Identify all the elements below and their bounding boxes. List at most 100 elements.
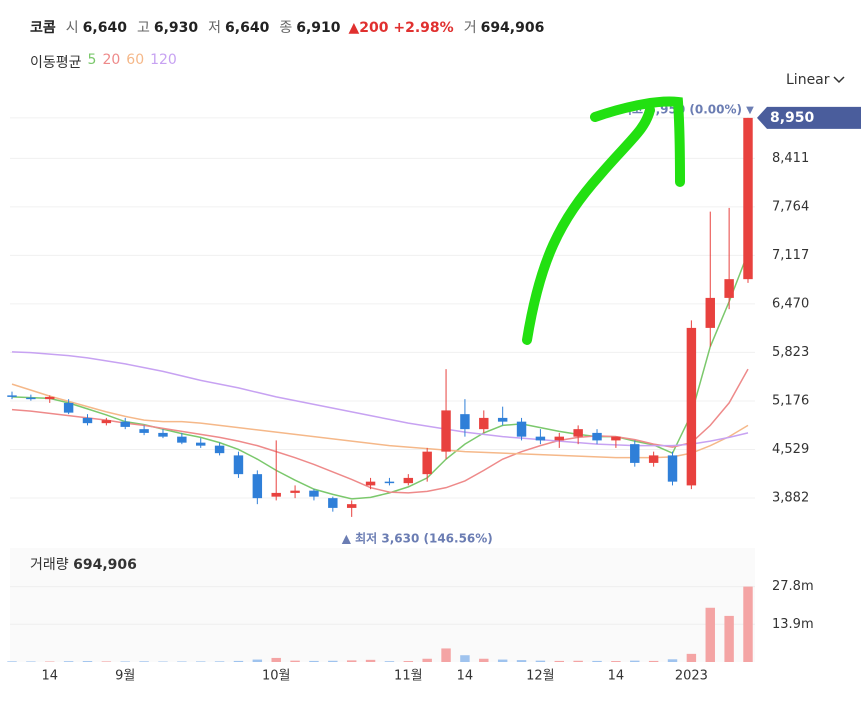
candle-body	[384, 481, 395, 484]
candle-body	[554, 436, 564, 441]
candle-body	[460, 414, 470, 430]
candle-body	[328, 498, 338, 508]
candle-body	[158, 432, 168, 437]
candle-body	[592, 432, 602, 441]
candle-body	[290, 490, 300, 493]
volume-bar	[535, 660, 546, 662]
volume-bar	[26, 661, 36, 662]
field-value: 6,910	[296, 20, 341, 36]
volume-bar	[384, 661, 395, 662]
volume-bar	[101, 661, 112, 662]
y-tick-label: 5,176	[772, 393, 809, 408]
volume-bar	[479, 658, 489, 662]
x-tick-label: 9월	[115, 669, 135, 684]
legend-title: 이동평균	[30, 55, 82, 71]
y-tick-label: 5,823	[772, 345, 809, 360]
candle-body	[724, 279, 734, 298]
volume-bar	[460, 655, 470, 662]
y-tick-label: 6,470	[772, 296, 809, 311]
candle-body	[611, 436, 621, 441]
volume-bar	[441, 648, 451, 662]
volume-bar	[290, 660, 300, 662]
legend-entry[interactable]: 5	[87, 52, 97, 68]
candle-body	[403, 477, 414, 484]
volume-bar	[554, 660, 564, 662]
candle-body	[271, 492, 281, 497]
candle-body	[479, 417, 489, 430]
volume-bar	[196, 661, 206, 662]
volume-bar	[422, 658, 432, 662]
volume-bar	[63, 661, 74, 662]
volume-bar	[309, 660, 319, 662]
volume-bar	[686, 653, 697, 662]
volume-bar	[214, 661, 225, 662]
field-value: 6,930	[153, 20, 199, 36]
ma-line	[11, 351, 749, 447]
candle-body	[120, 421, 130, 427]
candle-body	[252, 474, 263, 499]
legend-entry[interactable]: 60	[126, 52, 145, 68]
volume-bar	[252, 659, 263, 662]
field-value: 6,640	[82, 20, 127, 36]
arrow-stroke	[522, 105, 655, 345]
volume-bar	[139, 661, 149, 662]
volume-bar	[328, 660, 338, 662]
candle-body	[743, 117, 753, 280]
min-label: ▲ 최저 3,630 (146.56%)	[342, 530, 493, 545]
price-tag: 8,950	[770, 110, 815, 126]
volume-bar	[705, 607, 715, 662]
x-tick-label: 12월	[526, 669, 555, 684]
candle-body	[346, 504, 357, 508]
field-label: 시	[65, 20, 79, 36]
ma-line	[11, 368, 749, 494]
field-label: 거	[463, 20, 477, 36]
volume-bar	[365, 659, 376, 662]
volume-bar	[592, 660, 602, 662]
volume-bar	[611, 661, 621, 662]
volume-title-label: 거래량	[30, 557, 69, 573]
volume-bar	[233, 660, 244, 662]
field-value: 6,640	[225, 20, 270, 36]
volume-bar	[497, 659, 508, 662]
candle-body	[648, 455, 659, 463]
stock-name: 코콤	[30, 20, 56, 36]
candle-body	[177, 436, 187, 443]
volume-bar	[648, 660, 659, 662]
candle-body	[516, 421, 527, 437]
volume-title-value: 694,906	[73, 557, 137, 573]
candle-body	[214, 445, 225, 454]
scale-mode[interactable]: Linear	[786, 72, 830, 88]
volume-bar	[120, 661, 130, 662]
volume-bar	[667, 659, 678, 662]
y-tick-label: 4,529	[772, 442, 809, 457]
arrow-head	[590, 96, 685, 187]
y-tick-label: 3,882	[772, 491, 809, 506]
candle-body	[63, 402, 74, 413]
candle-body	[45, 396, 55, 400]
volume-bar	[630, 660, 640, 662]
candle-body	[233, 455, 244, 475]
volume-title: 거래량 694,906	[30, 557, 137, 573]
volume-bar	[7, 661, 17, 662]
volume-bar	[271, 657, 281, 662]
ma-legend: 이동평균 5 20 60 120	[30, 52, 177, 72]
header: 코콤 시 6,640 고 6,930 저 6,640 종 6,910 ▲200 +2.9…	[30, 17, 544, 37]
volume-bar	[573, 660, 583, 662]
candle-body	[309, 490, 319, 497]
candle-body	[535, 436, 546, 441]
candle-body	[196, 442, 206, 446]
field-label: 고	[136, 20, 150, 36]
candle-body	[630, 444, 640, 463]
change: ▲200 +2.98%	[348, 20, 454, 36]
legend-entry[interactable]: 120	[150, 52, 177, 68]
candle-body	[441, 410, 451, 452]
x-tick-label: 11월	[394, 669, 423, 684]
y-tick-label: 8,411	[772, 151, 809, 166]
legend-entry[interactable]: 20	[102, 52, 121, 68]
volume-bar	[403, 661, 414, 662]
x-tick-label: 14	[608, 669, 625, 684]
candle-body	[573, 429, 583, 437]
volume-bar	[177, 661, 187, 662]
candle-body	[422, 451, 432, 475]
